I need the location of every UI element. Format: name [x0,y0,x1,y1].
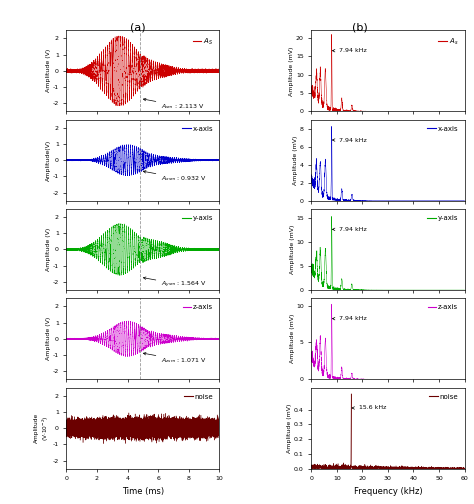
Text: 7.94 kHz: 7.94 kHz [332,316,367,321]
Legend: y-axis: y-axis [425,212,461,224]
Text: (a): (a) [130,23,145,33]
Legend: x-axis: x-axis [180,123,216,135]
Y-axis label: Amplitude
(V·10$^{-2}$): Amplitude (V·10$^{-2}$) [34,413,51,443]
Text: 7.94 kHz: 7.94 kHz [332,138,367,143]
X-axis label: Frequency (kHz): Frequency (kHz) [354,487,422,496]
Legend: $A_s$: $A_s$ [436,34,461,49]
Text: $A_{xsm}$ : 0.932 V: $A_{xsm}$ : 0.932 V [143,170,207,183]
Text: $A_{ysm}$ : 1.564 V: $A_{ysm}$ : 1.564 V [143,277,207,290]
Y-axis label: Amplitude (V): Amplitude (V) [46,317,51,360]
Y-axis label: Amplitude (mV): Amplitude (mV) [290,46,294,96]
X-axis label: Time (ms): Time (ms) [122,487,164,496]
Y-axis label: Amplitude (mV): Amplitude (mV) [293,136,298,185]
Y-axis label: Amplitude(V): Amplitude(V) [46,140,51,181]
Legend: y-axis: y-axis [180,212,216,224]
Text: 15.6 kHz: 15.6 kHz [352,406,386,410]
Text: 7.94 kHz: 7.94 kHz [332,48,367,53]
Legend: noise: noise [182,391,216,403]
Text: 7.94 kHz: 7.94 kHz [332,227,367,232]
Text: (b): (b) [352,23,368,33]
Legend: noise: noise [427,391,461,403]
Legend: z-axis: z-axis [425,302,461,313]
Legend: $A_S$: $A_S$ [190,34,216,49]
Y-axis label: Amplitude (V): Amplitude (V) [46,228,51,271]
Text: $A_{sm}$ : 2.113 V: $A_{sm}$ : 2.113 V [143,98,205,111]
Legend: x-axis: x-axis [424,123,461,135]
Y-axis label: Amplitude (V): Amplitude (V) [46,49,51,92]
Y-axis label: Amplitude (mV): Amplitude (mV) [290,314,295,363]
Y-axis label: Amplitude (mV): Amplitude (mV) [287,403,292,453]
Y-axis label: Amplitude (mV): Amplitude (mV) [290,225,295,274]
Text: $A_{zsm}$ : 1.071 V: $A_{zsm}$ : 1.071 V [143,352,207,365]
Legend: z-axis: z-axis [180,302,216,313]
